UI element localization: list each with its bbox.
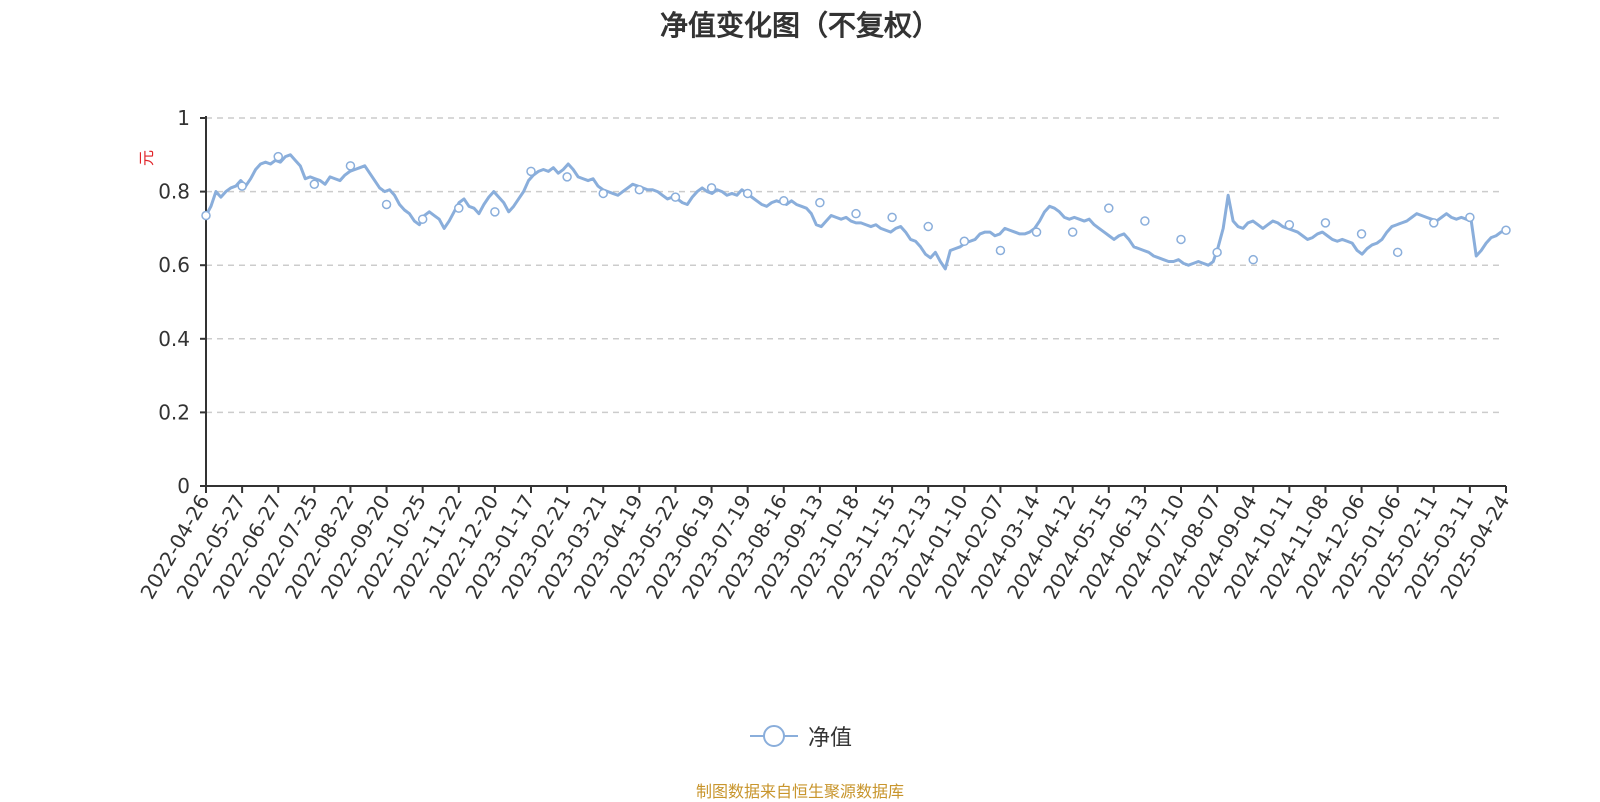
series-point (562, 172, 572, 182)
series-point (309, 179, 320, 189)
series-point (742, 188, 753, 199)
series-point (345, 161, 356, 171)
chart-title: 净值变化图（不复权） (659, 9, 940, 42)
y-tick-label: 0.4 (158, 327, 190, 351)
series-point (1320, 218, 1331, 228)
axes (200, 116, 1507, 493)
series-point (1429, 218, 1439, 228)
series-point (995, 245, 1006, 256)
series-markers (201, 151, 1511, 265)
series-point (1212, 247, 1222, 258)
series-point (1501, 225, 1511, 235)
series-point (1284, 219, 1295, 230)
series-point (1104, 203, 1114, 213)
series-point (887, 212, 897, 223)
series-point (381, 199, 392, 210)
source-note: 制图数据来自恒生聚源数据库 (695, 782, 904, 801)
series-point (237, 181, 247, 191)
y-tick-label: 0.2 (158, 400, 190, 424)
series-point (1067, 227, 1078, 237)
y-tick-label: 0 (177, 474, 190, 498)
series-point (851, 208, 861, 219)
series-point (815, 197, 825, 208)
y-axis-label: 元 (137, 150, 156, 166)
legend-line-circle-icon (749, 725, 798, 747)
y-tick-label: 0.8 (158, 180, 190, 204)
series-point (526, 166, 536, 177)
series-point (706, 183, 717, 193)
series-point (1392, 247, 1403, 258)
series-point (923, 221, 933, 232)
series-point (1465, 212, 1475, 223)
series-point (959, 236, 970, 247)
x-tick-labels: 2022-04-262022-05-272022-06-272022-07-25… (135, 490, 1514, 603)
y-tick-label: 0.6 (158, 253, 190, 277)
series-point (1031, 227, 1042, 237)
grid-lines (206, 117, 1500, 414)
series-point (598, 188, 608, 199)
legend-label: 净值 (807, 726, 852, 751)
series-point (1248, 254, 1258, 265)
series-point (201, 210, 211, 221)
series-point (1140, 216, 1150, 226)
series-point (417, 214, 428, 224)
series-point (273, 151, 283, 162)
series-point (454, 203, 464, 213)
series-point (490, 207, 500, 217)
legend[interactable]: 净值 (0, 720, 1600, 755)
series-point (670, 192, 681, 202)
y-tick-label: 1 (177, 106, 190, 130)
series-point (1356, 229, 1367, 239)
series-point (779, 196, 789, 206)
series-point (634, 185, 645, 195)
series-point (1176, 234, 1186, 245)
y-tick-labels: 0 0.2 0.4 0.6 0.8 1 (158, 106, 190, 498)
